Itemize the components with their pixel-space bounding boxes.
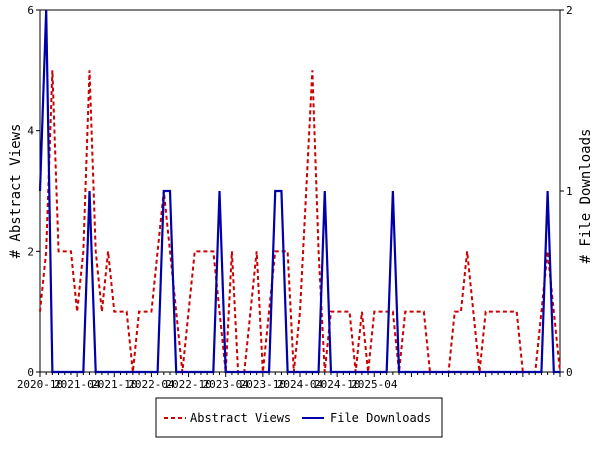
- legend-box: [155, 397, 443, 438]
- y-axis-right-title: # File Downloads: [578, 129, 594, 264]
- x-axis: 2020-102021-042021-102022-042022-102023-…: [17, 372, 561, 391]
- x-tick-label: 2023-10: [240, 378, 286, 391]
- x-tick-label: 2021-04: [54, 378, 101, 391]
- y-right-tick-label: 2: [566, 4, 573, 17]
- x-tick-label: 2022-04: [128, 378, 175, 391]
- y-left-tick-label: 4: [27, 125, 34, 138]
- y-right-tick-label: 1: [566, 185, 573, 198]
- x-tick-label: 2022-10: [165, 378, 211, 391]
- legend-label-file-downloads: File Downloads: [330, 411, 431, 425]
- x-tick-label: 2024-04: [277, 378, 324, 391]
- plot-area: [39, 9, 561, 373]
- series-line-abstract-views: [39, 70, 561, 373]
- x-tick-label: 2021-10: [91, 378, 137, 391]
- legend-label-abstract-views: Abstract Views: [190, 411, 291, 425]
- y-right-tick-label: 0: [566, 366, 573, 379]
- y-axis-right: 0 1 2: [560, 4, 573, 379]
- y-axis-left-title: # Abstract Views: [8, 124, 24, 259]
- x-tick-label: 2025-04: [351, 378, 398, 391]
- x-tick-label: 2020-10: [17, 378, 63, 391]
- y-left-tick-label: 2: [27, 245, 34, 258]
- x-tick-label: 2023-04: [203, 378, 250, 391]
- y-left-tick-label: 0: [27, 366, 34, 379]
- y-left-tick-label: 6: [27, 4, 34, 17]
- legend: Abstract Views File Downloads: [155, 397, 443, 438]
- x-tick-label: 2024-10: [314, 378, 360, 391]
- y-axis-left: 0 2 4 6: [27, 4, 40, 379]
